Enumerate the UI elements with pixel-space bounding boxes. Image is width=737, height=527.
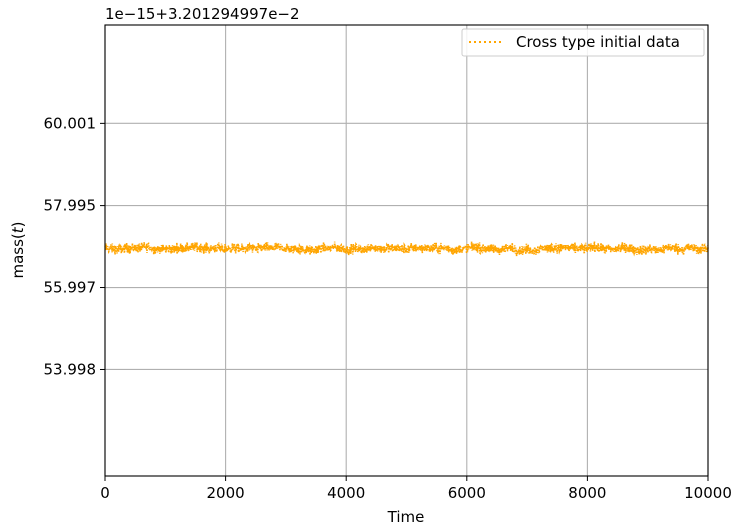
y-offset-label: 1e−15+3.201294997e−2 [105,5,300,23]
x-tick-label: 10000 [684,484,732,502]
y-axis-label: mass(t) [9,221,27,278]
y-tick-label: 53.998 [44,360,97,378]
legend-box [461,28,705,57]
legend-entry-label: Cross type initial data [516,33,680,51]
x-tick-label: 0 [100,484,110,502]
series-line-cross-type-initial-data [104,241,709,257]
y-tick-label: 55.997 [44,279,97,297]
legend: Cross type initial data [461,28,705,57]
x-axis-label: Time [387,508,425,526]
y-axis-label-var: t [9,226,27,233]
y-axis: 53.998 55.997 57.995 60.001 [44,114,105,378]
y-tick-label: 60.001 [44,114,97,132]
plot-frame [104,24,709,477]
y-tick-label: 57.995 [44,197,97,215]
x-tick-label: 8000 [568,484,606,502]
y-axis-label-prefix: mass( [9,233,27,278]
x-axis: 0 2000 4000 6000 8000 10000 [100,476,732,502]
x-tick-label: 2000 [207,484,245,502]
x-tick-label: 4000 [327,484,365,502]
y-axis-label-suffix: ) [9,221,27,227]
series-layer [104,241,709,257]
x-tick-label: 6000 [448,484,486,502]
